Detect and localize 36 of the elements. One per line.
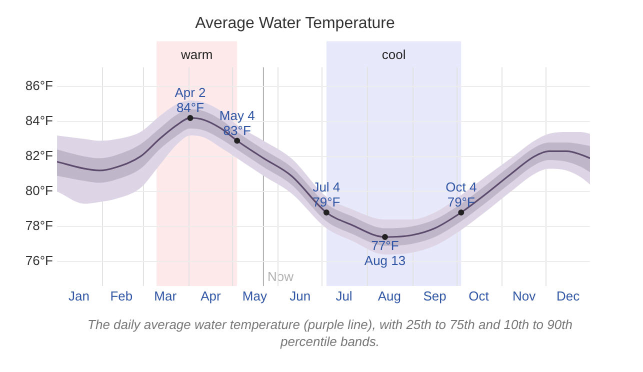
data-label: 77°F [371, 238, 399, 254]
x-tick-label: May [242, 288, 268, 304]
x-tick-label: Jul [336, 288, 352, 304]
band-label: warm [180, 46, 213, 62]
annotation: Jul 4 [312, 180, 340, 195]
x-tick-label: Dec [556, 288, 580, 304]
point [323, 209, 330, 216]
data-label: 83°F [223, 122, 251, 138]
x-tick-label: Nov [512, 288, 536, 304]
y-tick-label: 78°F [25, 218, 54, 234]
annotation: Oct 4 [446, 180, 477, 195]
x-tick-label: Aug [378, 288, 401, 304]
x-tick-label: Apr [200, 288, 222, 304]
x-tick-label: Oct [468, 288, 490, 304]
x-tick-label: Jan [68, 288, 90, 304]
annotation: May 4 [219, 108, 255, 123]
y-tick-label: 82°F [25, 148, 54, 164]
annotation: Apr 2 [174, 85, 206, 100]
data-label: 84°F [176, 100, 204, 116]
point [382, 234, 388, 240]
y-tick-label: 76°F [25, 253, 54, 268]
chart-title: Average Water Temperature [195, 15, 395, 32]
point [458, 209, 464, 216]
point [234, 138, 240, 144]
y-tick-label: 80°F [25, 183, 54, 198]
x-tick-label: Feb [110, 288, 133, 304]
x-tick-label: Mar [154, 288, 178, 304]
data-label: 79°F [447, 194, 475, 210]
annotation: Aug 13 [364, 253, 406, 268]
y-tick-label: 86°F [25, 78, 54, 94]
y-tick-label: 84°F [25, 113, 54, 128]
x-tick-label: Sep [423, 288, 446, 304]
band-label: cool [382, 46, 406, 62]
x-tick-label: Jun [290, 288, 311, 304]
point [187, 114, 194, 121]
text: The daily average water temperature (purple line), with 25th to 75th and 10th to 90th percentile bands. [86, 316, 574, 350]
